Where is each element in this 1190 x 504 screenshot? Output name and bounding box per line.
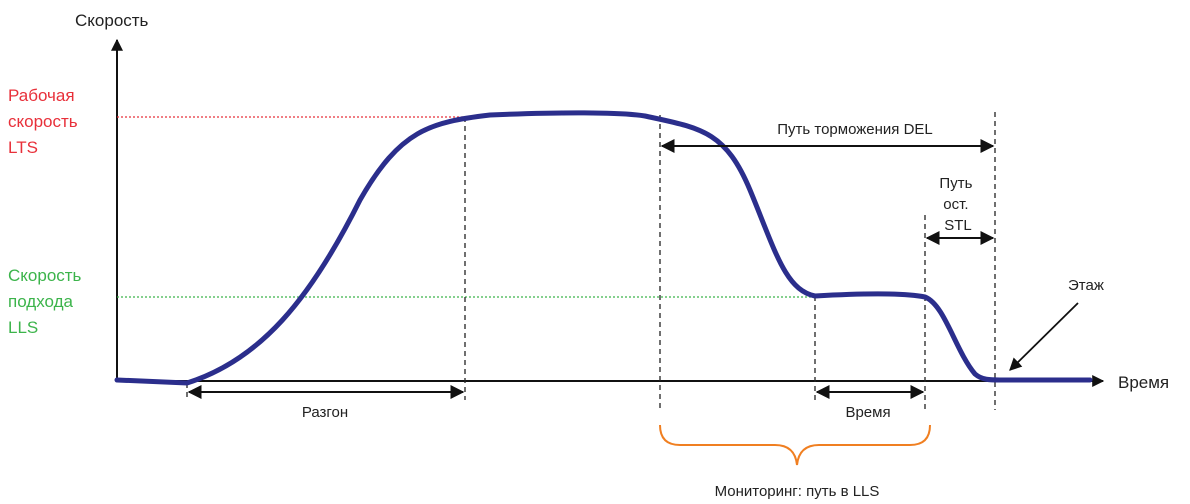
acceleration-label: Разгон (302, 404, 348, 421)
time-label: Время (845, 404, 890, 421)
y-axis-label: Скорость (75, 11, 149, 30)
working-speed-label: Рабочая скорость LTS (8, 86, 82, 157)
approach-speed-label: Скорость подхода LLS (8, 266, 86, 337)
speed-curve (114, 110, 1093, 386)
floor-label: Этаж (1068, 277, 1104, 294)
stop-label: Путь ост. STL (939, 175, 976, 234)
monitoring-brace (659, 424, 931, 466)
floor-arrow (1009, 302, 1079, 371)
x-axis-label: Время (1118, 373, 1169, 392)
braking-label: Путь торможения DEL (777, 121, 933, 138)
monitoring-label: Мониторинг: путь в LLS (715, 483, 880, 500)
